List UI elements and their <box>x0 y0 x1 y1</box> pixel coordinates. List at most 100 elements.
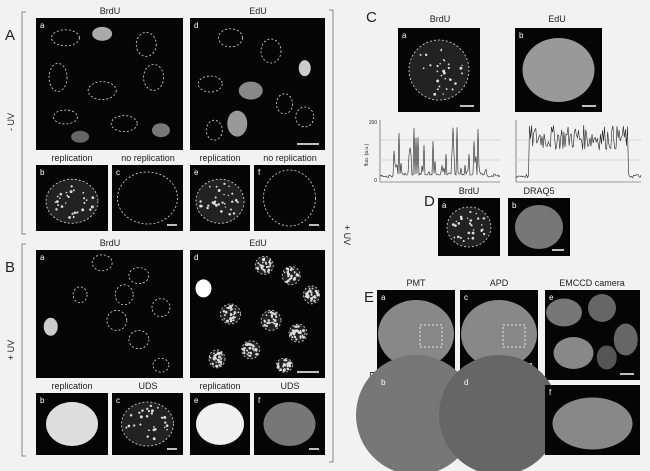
focus <box>269 262 272 265</box>
focus <box>267 311 270 314</box>
focus <box>166 428 168 431</box>
brackets <box>21 9 334 463</box>
panel-letter: A <box>5 27 15 44</box>
header: EdU <box>548 14 566 24</box>
nucleus <box>461 300 537 368</box>
micrograph <box>36 250 183 378</box>
focus <box>264 270 266 273</box>
focus <box>476 217 480 220</box>
focus <box>289 333 292 336</box>
focus <box>453 236 456 239</box>
focus <box>57 204 59 207</box>
focus <box>152 428 156 432</box>
focus <box>217 203 221 206</box>
focus <box>163 426 166 429</box>
focus <box>264 269 266 271</box>
focus <box>232 319 235 322</box>
focus <box>268 319 270 322</box>
focus <box>212 357 216 360</box>
focus <box>160 416 164 419</box>
nucleus-outline <box>197 75 223 93</box>
nucleus-outline <box>151 298 171 318</box>
focus <box>457 222 461 225</box>
focus <box>220 357 223 359</box>
focus <box>442 71 446 75</box>
focus <box>256 267 260 271</box>
focus <box>81 208 85 212</box>
nucleus-outline <box>110 115 138 132</box>
focus <box>283 271 286 274</box>
sublabel: f <box>258 396 261 405</box>
focus <box>141 409 144 412</box>
focus <box>225 319 229 323</box>
focus <box>296 272 298 275</box>
focus <box>68 216 71 219</box>
focus <box>265 314 268 317</box>
focus <box>223 182 226 186</box>
focus <box>480 229 483 232</box>
focus <box>231 200 234 203</box>
nucleus <box>45 178 99 224</box>
focus <box>310 289 312 292</box>
focus <box>297 325 300 328</box>
focus <box>221 201 224 204</box>
focus <box>310 293 313 296</box>
focus <box>265 262 268 265</box>
focus <box>273 319 277 322</box>
focus <box>72 216 75 219</box>
focus <box>248 346 252 350</box>
focus <box>286 362 289 366</box>
sublabel: f <box>258 168 261 177</box>
focus <box>273 312 277 316</box>
header: BrdU <box>430 14 451 24</box>
focus <box>286 365 289 368</box>
tick-label: 0 <box>374 178 377 184</box>
focus <box>295 338 298 341</box>
focus <box>59 192 63 196</box>
caption: replication <box>51 381 92 391</box>
focus <box>234 198 238 202</box>
focus <box>272 321 274 324</box>
focus <box>229 304 232 308</box>
focus <box>145 414 149 418</box>
focus <box>218 352 221 355</box>
focus <box>451 223 455 227</box>
focus <box>282 365 285 368</box>
sublabel: d <box>194 21 198 30</box>
focus <box>438 85 441 88</box>
focus <box>288 364 292 367</box>
focus <box>284 363 286 366</box>
bracket <box>21 243 26 457</box>
focus <box>147 410 150 413</box>
focus <box>246 353 249 356</box>
header: APD <box>490 278 509 288</box>
focus <box>224 310 228 314</box>
focus <box>287 269 290 271</box>
focus <box>268 265 271 268</box>
focus <box>451 88 454 91</box>
focus <box>305 293 309 297</box>
focus <box>276 323 278 326</box>
focus <box>234 308 236 310</box>
focus <box>267 270 270 273</box>
focus <box>287 275 290 278</box>
focus <box>440 74 443 77</box>
sublabel: c <box>116 168 120 177</box>
focus <box>64 202 67 204</box>
focus <box>215 203 218 207</box>
header: BrdU <box>459 186 480 196</box>
nucleus-outline <box>51 29 80 47</box>
nucleus <box>71 130 90 143</box>
focus <box>443 59 446 62</box>
focus <box>447 66 451 70</box>
nucleus-outline <box>87 81 117 100</box>
nucleus-outline <box>53 109 78 125</box>
focus <box>293 276 296 279</box>
panel-letter: C <box>366 9 377 26</box>
focus <box>310 291 313 294</box>
panel-letter: B <box>5 259 15 276</box>
focus <box>90 205 94 209</box>
panel-letter: D <box>424 193 435 210</box>
focus <box>242 347 245 351</box>
focus <box>73 211 77 214</box>
